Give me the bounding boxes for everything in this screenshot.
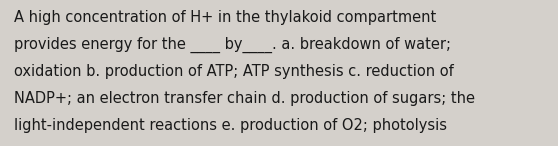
Text: light-independent reactions e. production of O2; photolysis: light-independent reactions e. productio… [14,118,447,133]
Text: NADP+; an electron transfer chain d. production of sugars; the: NADP+; an electron transfer chain d. pro… [14,91,475,106]
Text: provides energy for the ____ by____. a. breakdown of water;: provides energy for the ____ by____. a. … [14,37,451,53]
Text: oxidation b. production of ATP; ATP synthesis c. reduction of: oxidation b. production of ATP; ATP synt… [14,64,454,79]
Text: A high concentration of H+ in the thylakoid compartment: A high concentration of H+ in the thylak… [14,10,436,25]
